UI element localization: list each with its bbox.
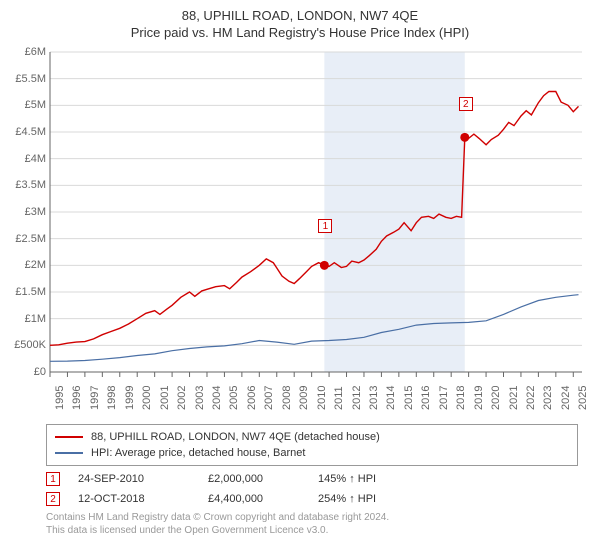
- x-axis-tick-label: 1999: [124, 386, 136, 410]
- x-axis-tick-label: 1995: [54, 386, 66, 410]
- x-axis-tick-label: 1998: [106, 386, 118, 410]
- x-axis-tick-label: 1996: [71, 386, 83, 410]
- sale-price: £4,400,000: [208, 493, 318, 505]
- sale-marker-badge: 2: [459, 97, 473, 111]
- x-axis-tick-label: 2017: [438, 386, 450, 410]
- y-axis-tick-label: £0: [34, 366, 46, 378]
- sale-date: 12-OCT-2018: [78, 493, 208, 505]
- y-axis-tick-label: £2M: [25, 259, 46, 271]
- x-axis-tick-label: 2012: [351, 386, 363, 410]
- x-axis-tick-label: 1997: [89, 386, 101, 410]
- x-axis-tick-label: 2013: [368, 386, 380, 410]
- x-axis-tick-label: 2016: [420, 386, 432, 410]
- x-axis-tick-label: 2018: [455, 386, 467, 410]
- y-axis-tick-label: £3.5M: [15, 179, 46, 191]
- x-axis-tick-label: 2009: [298, 386, 310, 410]
- y-axis-tick-label: £5.5M: [15, 73, 46, 85]
- chart-container: 88, UPHILL ROAD, LONDON, NW7 4QE Price p…: [0, 0, 600, 541]
- sale-record-row: 1 24-SEP-2010£2,000,000145% ↑ HPI: [46, 472, 590, 486]
- sale-percent: 254% ↑ HPI: [318, 493, 376, 505]
- x-axis-tick-label: 2002: [176, 386, 188, 410]
- y-axis-tick-label: £1M: [25, 313, 46, 325]
- x-axis-tick-label: 2025: [577, 386, 589, 410]
- x-axis-tick-label: 2022: [525, 386, 537, 410]
- y-axis-tick-label: £3M: [25, 206, 46, 218]
- x-axis-tick-label: 2004: [211, 386, 223, 410]
- sale-record-row: 2 12-OCT-2018£4,400,000254% ↑ HPI: [46, 492, 590, 506]
- legend-label: HPI: Average price, detached house, Barn…: [91, 447, 305, 459]
- sale-price: £2,000,000: [208, 473, 318, 485]
- x-axis-tick-label: 2001: [159, 386, 171, 410]
- x-axis-tick-label: 2000: [141, 386, 153, 410]
- sale-badge: 1: [46, 472, 60, 486]
- y-axis-tick-label: £2.5M: [15, 233, 46, 245]
- y-axis-tick-label: £4M: [25, 153, 46, 165]
- legend-box: 88, UPHILL ROAD, LONDON, NW7 4QE (detach…: [46, 424, 578, 466]
- chart-plot-area: £0 £500K £1M £1.5M £2M £2.5M £3M £3.5M £4M £4.5M £…: [10, 48, 590, 418]
- legend-swatch: [55, 436, 83, 438]
- x-axis-tick-label: 2021: [508, 386, 520, 410]
- footer-line: This data is licensed under the Open Gov…: [46, 525, 590, 538]
- x-axis-tick-label: 2019: [473, 386, 485, 410]
- chart-title-main: 88, UPHILL ROAD, LONDON, NW7 4QE: [10, 8, 590, 23]
- sale-percent: 145% ↑ HPI: [318, 473, 376, 485]
- legend-item: HPI: Average price, detached house, Barn…: [55, 445, 569, 461]
- chart-title-sub: Price paid vs. HM Land Registry's House …: [10, 25, 590, 40]
- sale-badge: 2: [46, 492, 60, 506]
- sales-table: 1 24-SEP-2010£2,000,000145% ↑ HPI 2 12-OCT-…: [10, 472, 590, 506]
- y-axis-tick-label: £5M: [25, 99, 46, 111]
- x-axis-tick-label: 2024: [560, 386, 572, 410]
- legend-item: 88, UPHILL ROAD, LONDON, NW7 4QE (detach…: [55, 429, 569, 445]
- x-axis-tick-label: 2005: [228, 386, 240, 410]
- x-axis-tick-label: 2008: [281, 386, 293, 410]
- x-axis-tick-label: 2015: [403, 386, 415, 410]
- legend-swatch: [55, 452, 83, 454]
- x-axis-tick-label: 2003: [194, 386, 206, 410]
- x-axis-tick-label: 2014: [385, 386, 397, 410]
- y-axis-tick-label: £6M: [25, 46, 46, 58]
- x-axis-tick-label: 2023: [542, 386, 554, 410]
- x-axis-tick-label: 2011: [333, 386, 345, 410]
- footer-line: Contains HM Land Registry data © Crown c…: [46, 512, 590, 525]
- footer-attribution: Contains HM Land Registry data © Crown c…: [46, 512, 590, 537]
- x-axis-tick-label: 2010: [316, 386, 328, 410]
- x-axis-tick-label: 2020: [490, 386, 502, 410]
- y-axis-tick-label: £4.5M: [15, 126, 46, 138]
- x-axis-tick-label: 2007: [263, 386, 275, 410]
- x-axis-tick-label: 2006: [246, 386, 258, 410]
- chart-svg: [10, 48, 590, 418]
- legend-label: 88, UPHILL ROAD, LONDON, NW7 4QE (detach…: [91, 431, 380, 443]
- y-axis-tick-label: £1.5M: [15, 286, 46, 298]
- sale-marker-badge: 1: [318, 219, 332, 233]
- y-axis-tick-label: £500K: [14, 339, 46, 351]
- sale-date: 24-SEP-2010: [78, 473, 208, 485]
